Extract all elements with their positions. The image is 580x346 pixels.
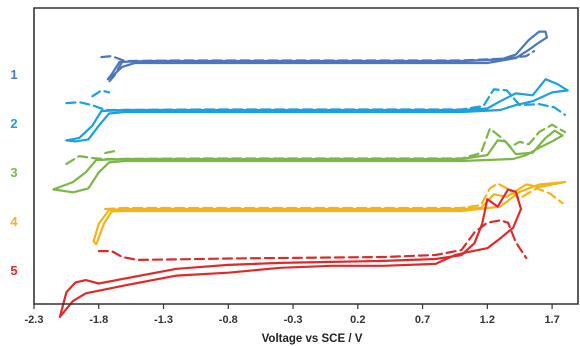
series-1-solid-reverse bbox=[106, 36, 548, 81]
series-5-dashed-scan bbox=[97, 219, 528, 261]
series-4-solid-reverse bbox=[92, 181, 567, 246]
trace-label-4: 4 bbox=[10, 214, 18, 229]
x-tick-label: -2.3 bbox=[25, 314, 44, 326]
x-tick-label: -0.3 bbox=[284, 314, 303, 326]
series-1-solid-forward bbox=[118, 30, 548, 64]
series-3-dashed-scan-return bbox=[104, 149, 120, 155]
trace-label-3: 3 bbox=[10, 165, 17, 180]
x-tick-label: 0.7 bbox=[415, 314, 430, 326]
x-tick-label: -0.8 bbox=[219, 314, 238, 326]
series-2 bbox=[65, 78, 569, 143]
series-1-dashed-scan bbox=[100, 50, 536, 63]
series-2-solid-forward bbox=[65, 78, 569, 142]
axes-layer: -2.3 -1.8 -1.3 -0.8 -0.3 0.2 0.7 1.2 1.7 bbox=[25, 7, 579, 326]
trace-layer bbox=[52, 30, 569, 318]
x-tick-label: -1.8 bbox=[89, 314, 108, 326]
x-tick-label: 1.7 bbox=[544, 314, 559, 326]
trace-label-5: 5 bbox=[10, 263, 17, 278]
trace-label-layer: 1 2 3 4 5 bbox=[10, 67, 18, 278]
series-4-solid-forward bbox=[92, 181, 567, 243]
x-tick-label: 1.2 bbox=[480, 314, 495, 326]
series-5-solid-reverse bbox=[58, 207, 523, 318]
x-tick-label: 0.2 bbox=[350, 314, 365, 326]
series-3 bbox=[52, 123, 567, 194]
series-1 bbox=[100, 30, 548, 83]
trace-label-1: 1 bbox=[10, 67, 17, 82]
plot-frame bbox=[33, 7, 579, 305]
x-axis-title: Voltage vs SCE / V bbox=[262, 333, 363, 345]
series-2-dashed-scan-return bbox=[91, 89, 111, 98]
series-2-solid-reverse bbox=[65, 89, 569, 143]
trace-label-2: 2 bbox=[10, 116, 17, 131]
x-tick-label: -1.3 bbox=[154, 314, 173, 326]
series-3-dashed-scan bbox=[65, 123, 567, 165]
series-5-solid-forward bbox=[58, 188, 523, 318]
series-5 bbox=[58, 188, 528, 318]
series-4 bbox=[92, 181, 567, 246]
series-3-solid-reverse bbox=[52, 134, 564, 194]
